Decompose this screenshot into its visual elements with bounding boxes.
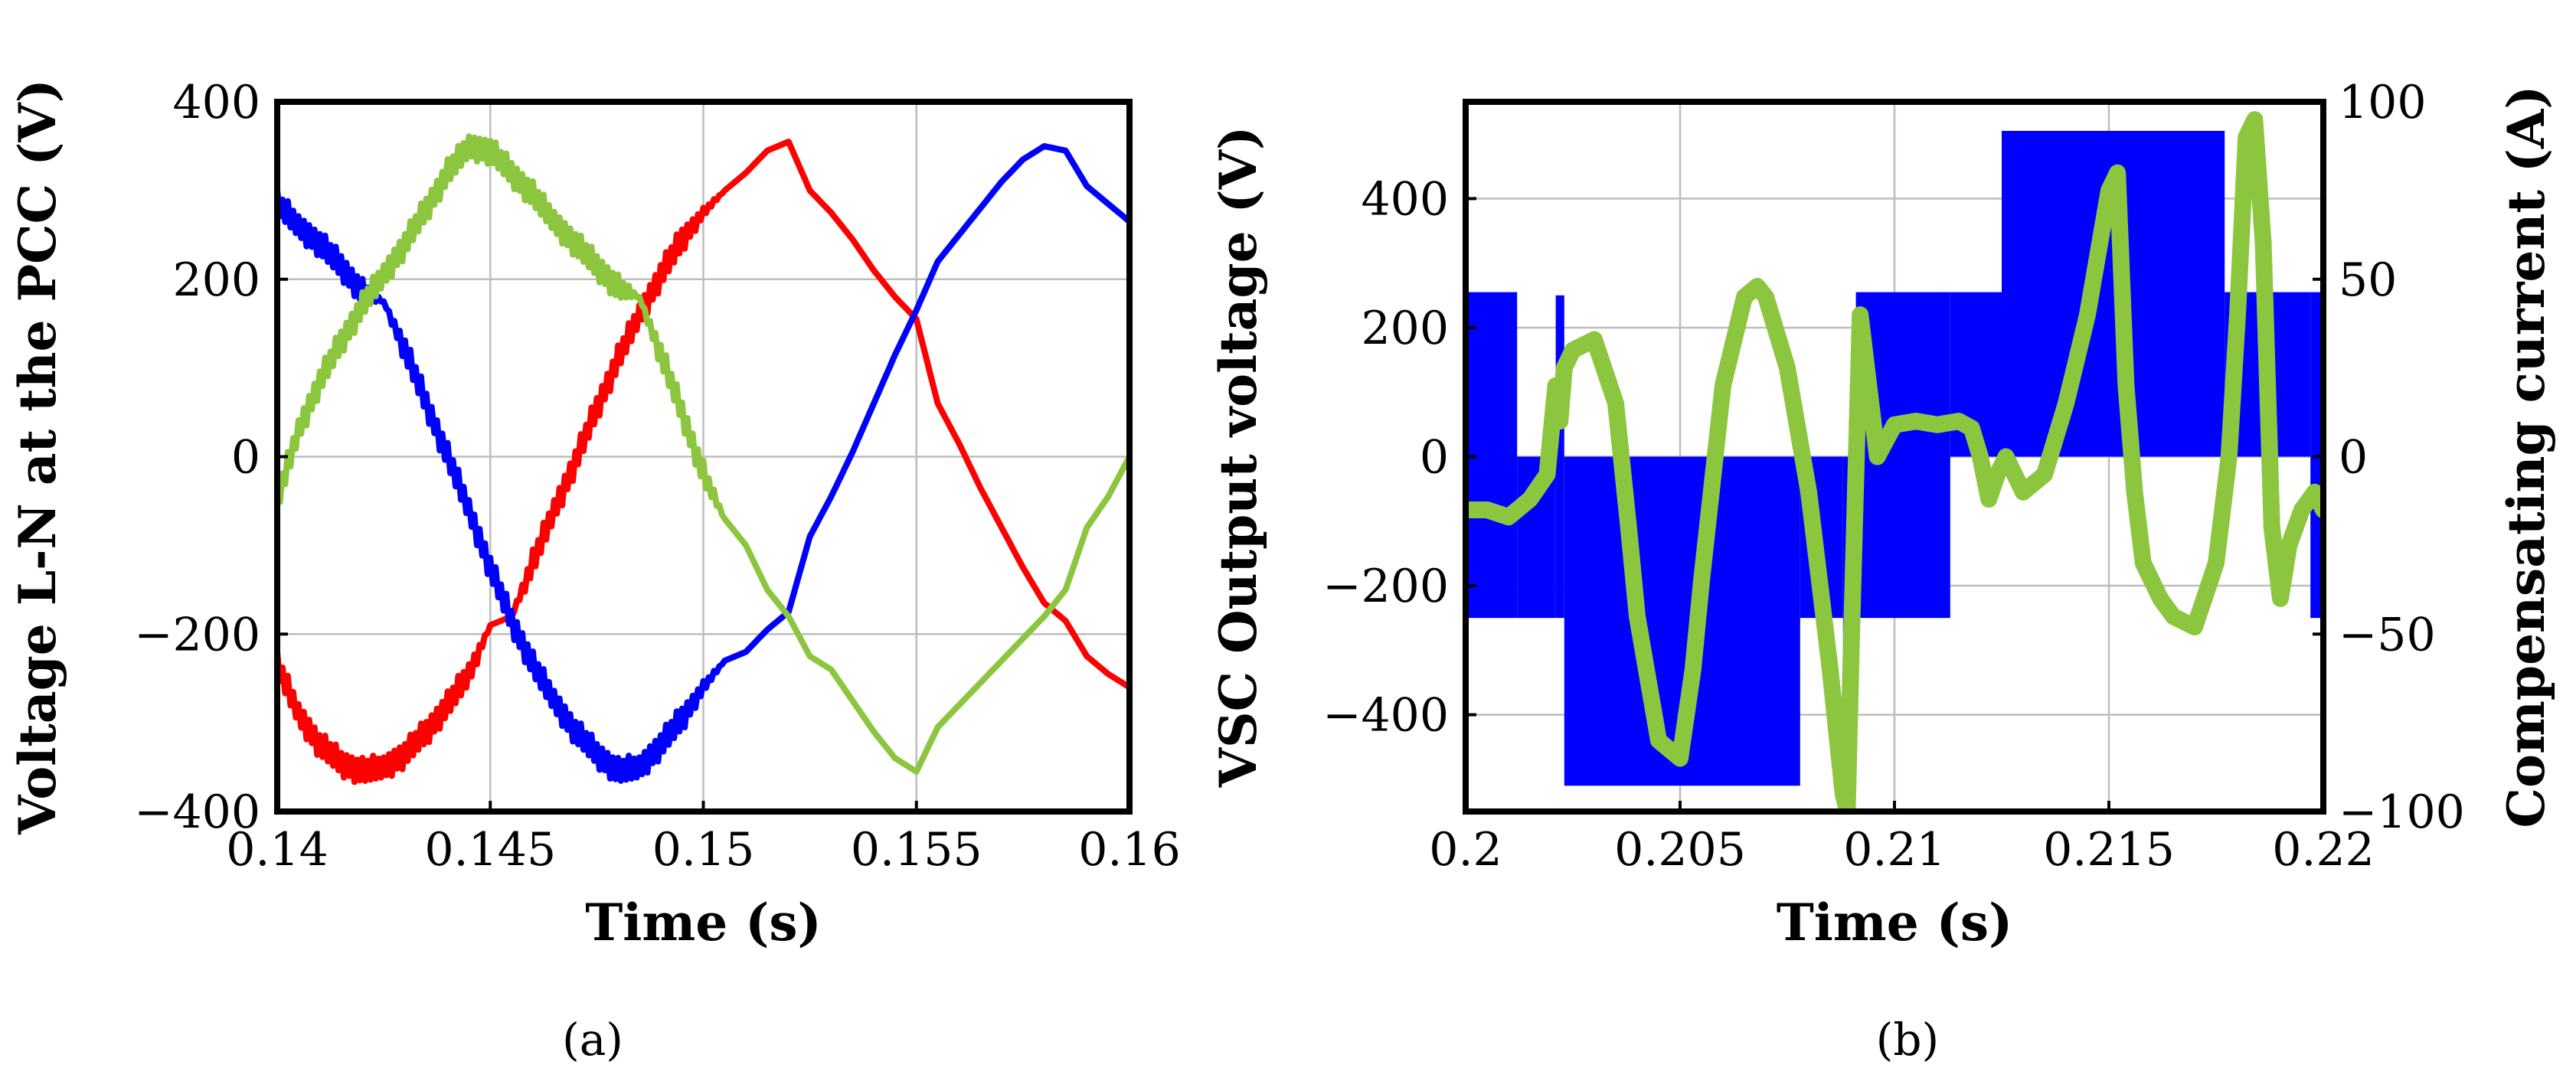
y-tick-label: 400 <box>172 76 260 129</box>
phase-a-line <box>277 139 1129 785</box>
x-tick-label: 0.15 <box>652 823 755 877</box>
panel-b-left-y-ticks: −400 −200 0 200 400 <box>1322 172 1476 743</box>
panel-b-x-ticks: 0.2 0.205 0.21 0.215 0.22 <box>1429 801 2375 877</box>
y-tick-label: −200 <box>134 608 260 661</box>
x-tick-label: 0.155 <box>851 823 982 877</box>
compensating-current-line <box>1466 111 2323 812</box>
right-y-tick-label: 50 <box>2339 253 2397 307</box>
x-tick-label: 0.145 <box>424 823 556 877</box>
y-tick-label: 200 <box>1361 302 1449 355</box>
right-y-tick-label: 100 <box>2339 76 2427 129</box>
panel-a-voltage-chart: 0.14 0.145 0.15 0.155 0.16 −400 −200 0 200 400 T… <box>8 76 1181 952</box>
phase-b-line <box>277 142 1129 784</box>
panel-a-x-axis-label: Time (s) <box>585 893 822 952</box>
x-tick-label: 0.21 <box>1843 823 1946 877</box>
right-y-tick-label: −100 <box>2339 785 2465 839</box>
vsc-voltage-pwm-block <box>1466 292 1518 619</box>
y-tick-label: −400 <box>134 785 260 839</box>
y-tick-label: −200 <box>1322 560 1449 613</box>
vsc-voltage-pwm-block <box>1555 295 1564 619</box>
x-tick-label: 0.205 <box>1614 823 1746 877</box>
caption-a: (a) <box>562 1014 623 1066</box>
panel-b-right-y-axis-label: Compensating current (A) <box>2496 86 2556 828</box>
x-tick-label: 0.215 <box>2043 823 2175 877</box>
panel-b-vsc-chart: 0.2 0.205 0.21 0.215 0.22 −400 −200 0 200 400 −1… <box>1208 76 2556 952</box>
y-tick-label: 400 <box>1361 172 1449 226</box>
panel-a-series <box>277 133 1129 785</box>
panel-b-x-axis-label: Time (s) <box>1777 893 2013 952</box>
right-y-tick-label: 0 <box>2339 431 2368 485</box>
y-tick-label: 200 <box>172 253 260 307</box>
y-tick-label: −400 <box>1322 689 1449 743</box>
x-tick-label: 0.16 <box>1078 823 1181 877</box>
panel-a-y-ticks: −400 −200 0 200 400 <box>134 76 288 839</box>
x-tick-label: 0.2 <box>1429 823 1502 877</box>
panel-a-x-ticks: 0.14 0.145 0.15 0.155 0.16 <box>226 801 1181 877</box>
right-y-tick-label: −50 <box>2339 608 2436 661</box>
x-tick-label: 0.22 <box>2272 823 2375 877</box>
panel-b-left-y-axis-label: VSC Output voltage (V) <box>1208 126 1268 788</box>
y-tick-label: 0 <box>1420 431 1449 485</box>
caption-b: (b) <box>1876 1014 1939 1066</box>
panel-b-series <box>1466 111 2323 812</box>
panel-a-y-axis-label: Voltage L-N at the PCC (V) <box>8 79 67 835</box>
x-tick-label: 0.14 <box>226 823 329 877</box>
vsc-voltage-pwm-block <box>2310 292 2323 619</box>
phase-c-line <box>277 133 1129 775</box>
panel-b-right-y-ticks: −100 −50 0 50 100 <box>2313 76 2465 839</box>
y-tick-label: 0 <box>231 431 260 485</box>
